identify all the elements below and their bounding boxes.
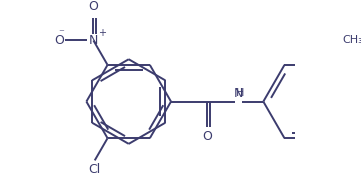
Text: N: N bbox=[89, 34, 98, 47]
Text: O: O bbox=[202, 130, 212, 143]
Text: H: H bbox=[236, 88, 244, 98]
Text: O: O bbox=[88, 0, 99, 13]
Text: N: N bbox=[234, 87, 243, 100]
Text: CH₃: CH₃ bbox=[342, 36, 361, 46]
Text: ⁻: ⁻ bbox=[58, 28, 64, 38]
Text: Cl: Cl bbox=[88, 163, 101, 176]
Text: O: O bbox=[54, 34, 64, 47]
Text: +: + bbox=[99, 28, 106, 38]
